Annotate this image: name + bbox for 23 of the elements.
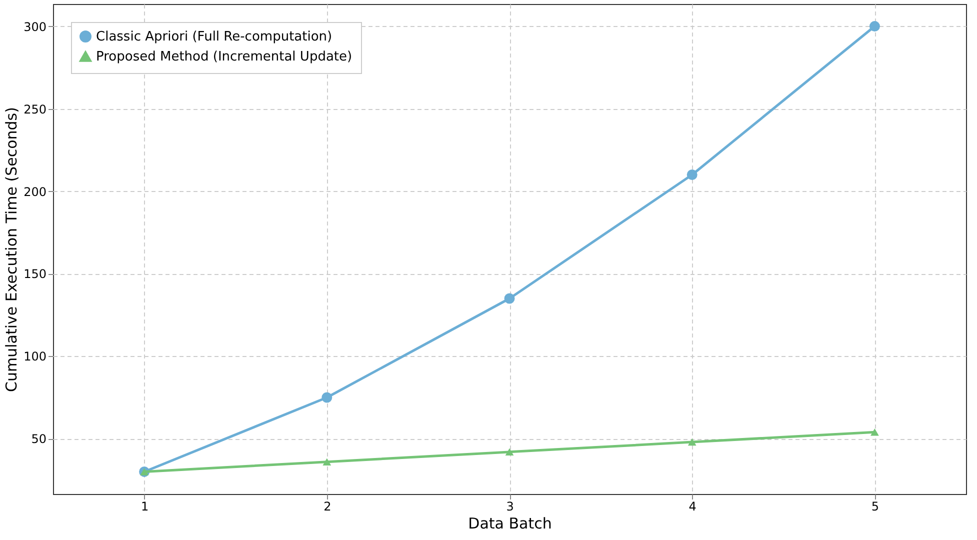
y-tick-label: 250 [24,102,46,116]
y-tick-label: 150 [24,267,46,282]
legend-label: Classic Apriori (Full Re-computation) [96,30,332,44]
x-tick-label: 4 [688,500,696,514]
y-axis-title: Cumulative Execution Time (Seconds) [2,107,21,392]
point [688,438,696,446]
point [322,458,332,466]
point [869,21,880,32]
x-tick-label: 2 [324,500,332,514]
y-tick-label: 100 [24,350,46,364]
x-tick-label: 5 [871,500,880,514]
point [870,428,879,436]
point [322,392,332,403]
y-tick-label: 50 [31,432,46,446]
x-axis-title: Data Batch [468,514,552,532]
y-tick-label: 300 [24,20,46,34]
x-tick-label: 1 [140,500,149,514]
point [504,293,515,304]
point [686,170,698,180]
y-tick-label: 200 [24,184,46,199]
point [505,448,514,456]
x-tick-label: 3 [506,500,514,514]
legend-label: Proposed Method (Incremental Update) [96,50,352,64]
